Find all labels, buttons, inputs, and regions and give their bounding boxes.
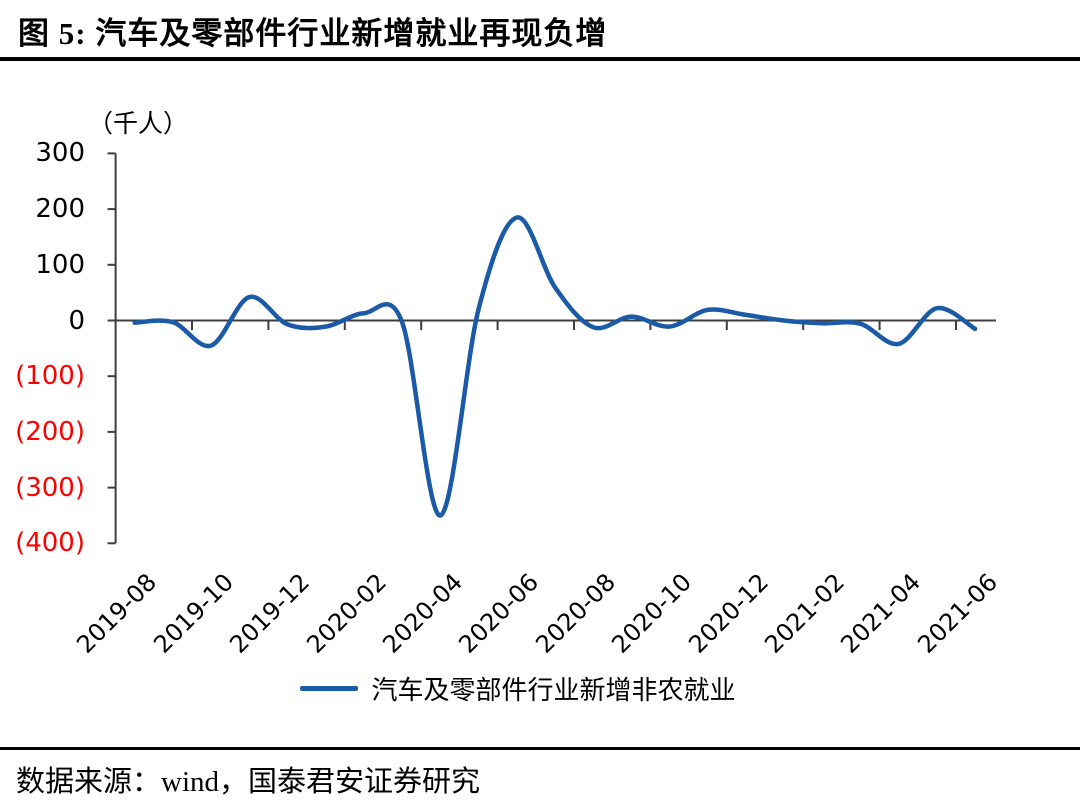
footer-divider-rule (0, 747, 1080, 750)
y-axis-tick-label: (300) (15, 472, 85, 503)
y-axis-tick-label: 0 (68, 305, 85, 336)
employment-line-series (132, 215, 978, 518)
title-divider-rule (0, 57, 1080, 61)
y-axis-tick-label: 200 (35, 194, 85, 225)
data-source-text: 数据来源：wind，国泰君安证券研究 (16, 766, 481, 798)
legend-series-label: 汽车及零部件行业新增非农就业 (371, 675, 736, 705)
y-axis-tick-label: (200) (15, 416, 85, 447)
legend-line-swatch (300, 685, 359, 691)
y-axis-tick-label: (400) (15, 528, 85, 559)
chart-title: 图 5: 汽车及零部件行业新增就业再现负增 (18, 16, 608, 51)
y-axis-unit-label: （千人） (88, 111, 189, 138)
y-axis-tick-label: 300 (35, 138, 85, 169)
y-axis-tick-label: (100) (15, 361, 85, 392)
chart-legend: 汽车及零部件行业新增非农就业 (0, 668, 1058, 708)
y-axis-tick-label: 100 (35, 249, 85, 280)
